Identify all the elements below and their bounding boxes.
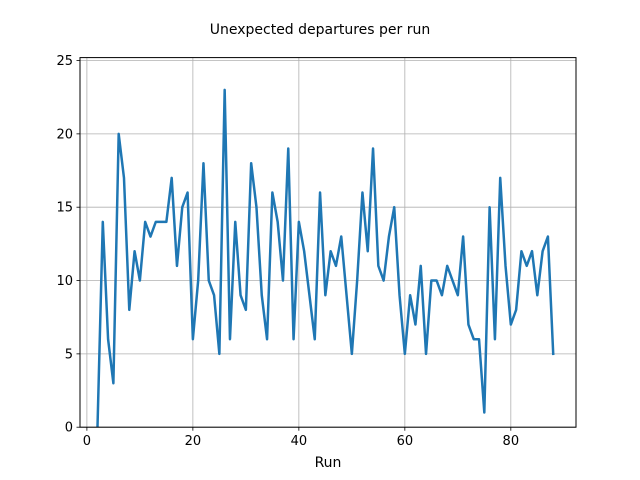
plot-area-frame xyxy=(79,57,577,428)
y-tick-label: 5 xyxy=(65,347,73,362)
y-axis: 0 5 10 15 20 25 xyxy=(56,54,80,436)
x-tick-label: 80 xyxy=(503,434,520,449)
series-line xyxy=(96,88,555,428)
y-tick-label: 20 xyxy=(56,127,73,142)
chart-title: Unexpected departures per run xyxy=(210,22,431,38)
y-tick-label: 25 xyxy=(56,54,73,69)
x-tick-label: 60 xyxy=(397,434,414,449)
y-tick-label: 10 xyxy=(56,274,73,289)
x-tick-label: 40 xyxy=(291,434,308,449)
x-axis-label: Run xyxy=(315,455,342,471)
y-tick-label: 0 xyxy=(65,421,73,436)
x-axis: 0 20 40 60 80 xyxy=(83,427,519,449)
series-group xyxy=(96,88,555,428)
y-tick-label: 15 xyxy=(56,201,73,216)
x-tick-label: 20 xyxy=(185,434,202,449)
x-tick-label: 0 xyxy=(83,434,91,449)
